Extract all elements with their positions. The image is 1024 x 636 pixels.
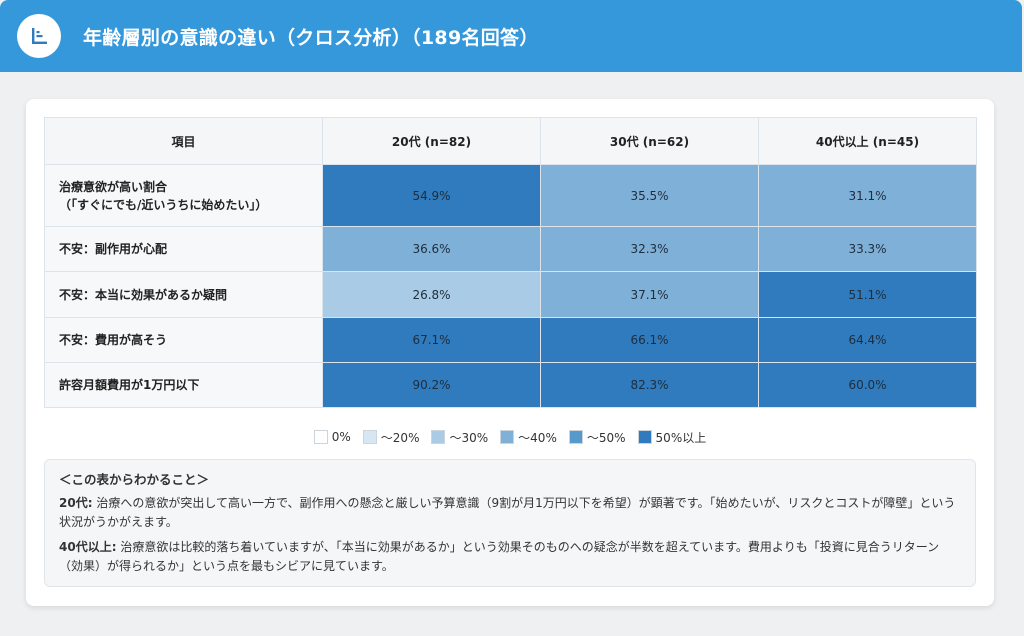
heatmap-table: 項目 20代 (n=82) 30代 (n=62) 40代以上 (n=45) 治療…	[44, 117, 977, 409]
page-header: 年齢層別の意識の違い（クロス分析）（189名回答）	[0, 0, 1022, 72]
heatmap-cell: 32.3%	[540, 226, 759, 273]
legend-swatch	[637, 430, 652, 444]
row-label-line: 不安：費用が高そう	[59, 332, 168, 347]
row-label: 不安：費用が高そう	[44, 316, 323, 363]
heatmap-cell: 54.9%	[322, 163, 541, 228]
heatmap-cell: 90.2%	[322, 361, 541, 409]
header-row: 項目 20代 (n=82) 30代 (n=62) 40代以上 (n=45)	[44, 117, 977, 165]
row-label: 治療意欲が高い割合 （「すぐにでも/近いうちに始めたい」）	[44, 163, 323, 228]
legend-label: 50%以上	[655, 430, 707, 445]
legend-swatch	[362, 430, 377, 444]
summary-item: 20代: 治療への意欲が突出して高い一方で、副作用への懸念と厳しい予算意識（9割…	[59, 494, 961, 532]
row-label-line: （「すぐにでも/近いうちに始めたい」）	[59, 197, 268, 212]
table-row: 許容月額費用が1万円以下 90.2% 82.3% 60.0%	[44, 361, 977, 409]
heatmap-cell: 51.1%	[758, 271, 977, 318]
legend-item: 〜20%	[362, 429, 420, 446]
row-label-line: 不安：本当に効果があるか疑問	[59, 287, 228, 302]
column-header-20s: 20代 (n=82)	[322, 117, 541, 165]
row-label: 不安：本当に効果があるか疑問	[44, 271, 323, 318]
heatmap-cell: 35.5%	[540, 163, 759, 228]
legend-label: 〜20%	[380, 430, 420, 445]
bar-chart-icon	[17, 14, 61, 58]
row-label-line: 許容月額費用が1万円以下	[59, 377, 200, 392]
legend-swatch	[568, 430, 583, 444]
legend-swatch	[313, 430, 328, 444]
summary-title: ＜この表からわかること＞	[59, 472, 210, 487]
legend-label: 〜30%	[449, 430, 489, 445]
row-label-line: 治療意欲が高い割合	[59, 179, 168, 194]
column-header-40s-plus: 40代以上 (n=45)	[758, 117, 977, 165]
legend-label: 〜40%	[518, 430, 557, 445]
summary-box: ＜この表からわかること＞ 20代: 治療への意欲が突出して高い一方で、副作用への…	[44, 459, 976, 587]
heatmap-cell: 26.8%	[322, 271, 541, 318]
heatmap-cell: 82.3%	[540, 361, 759, 409]
row-label-line: 不安：副作用が心配	[59, 242, 168, 257]
summary-lead: 20代:	[59, 496, 93, 510]
content-card: 項目 20代 (n=82) 30代 (n=62) 40代以上 (n=45) 治療…	[26, 99, 994, 606]
legend-item: 0%	[313, 430, 351, 444]
heatmap-cell: 67.1%	[322, 316, 541, 363]
legend-label: 〜50%	[586, 430, 626, 445]
heatmap-cell: 66.1%	[540, 316, 759, 363]
heatmap-cell: 60.0%	[758, 361, 977, 409]
legend-swatch	[500, 430, 515, 444]
legend-item: 50%以上	[637, 429, 707, 446]
column-header-item: 項目	[44, 117, 323, 165]
heatmap-cell: 36.6%	[322, 226, 541, 273]
legend-item: 〜30%	[431, 429, 488, 446]
summary-item: 40代以上: 治療意欲は比較的落ち着いていますが、「本当に効果があるか」という効…	[59, 538, 961, 576]
row-label: 許容月額費用が1万円以下	[44, 361, 323, 409]
page-title: 年齢層別の意識の違い（クロス分析）（189名回答）	[83, 26, 539, 49]
column-header-30s: 30代 (n=62)	[540, 117, 759, 165]
table-row: 治療意欲が高い割合 （「すぐにでも/近いうちに始めたい」） 54.9% 35.5% 31…	[44, 163, 977, 228]
heatmap-cell: 37.1%	[540, 271, 759, 318]
summary-lead: 40代以上:	[59, 540, 117, 554]
heatmap-cell: 31.1%	[758, 163, 977, 228]
row-label: 不安：副作用が心配	[44, 226, 323, 273]
table-row: 不安：副作用が心配 36.6% 32.3% 33.3%	[44, 226, 977, 273]
legend-swatch	[431, 430, 446, 444]
table-row: 不安：費用が高そう 67.1% 66.1% 64.4%	[44, 316, 977, 363]
legend: 0% 〜20% 〜30% 〜40% 〜50% 50%以上	[26, 427, 994, 447]
summary-text: 治療意欲は比較的落ち着いていますが、「本当に効果があるか」という効果そのものへの…	[59, 540, 940, 573]
heatmap-cell: 33.3%	[758, 226, 977, 273]
legend-label: 0%	[331, 430, 351, 444]
legend-item: 〜50%	[568, 429, 626, 446]
heatmap-cell: 64.4%	[758, 316, 977, 363]
legend-item: 〜40%	[500, 429, 557, 446]
summary-text: 治療への意欲が突出して高い一方で、副作用への懸念と厳しい予算意識（9割が月1万円…	[59, 496, 956, 529]
table-row: 不安：本当に効果があるか疑問 26.8% 37.1% 51.1%	[44, 271, 977, 318]
